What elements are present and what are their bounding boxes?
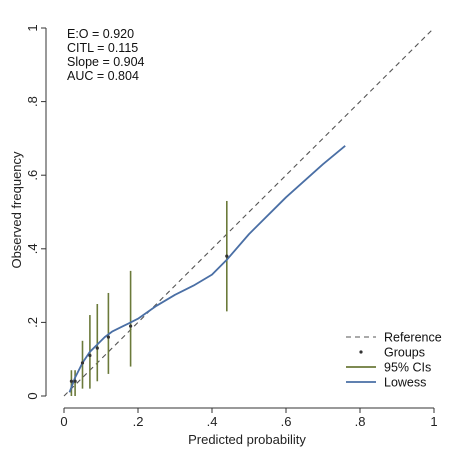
group-point-5 <box>106 335 110 339</box>
y-tick-label-2: .4 <box>25 243 40 254</box>
x-tick-label-3: .6 <box>281 414 292 429</box>
group-point-2 <box>80 361 85 365</box>
data-layer <box>63 27 435 397</box>
x-tick-label-2: .4 <box>207 414 218 429</box>
group-point-7 <box>225 254 229 258</box>
group-point-1 <box>73 379 77 383</box>
stat-line-2: Slope = 0.904 <box>67 55 145 69</box>
group-point-3 <box>88 353 92 358</box>
legend-label-2: 95% CIs <box>384 361 431 375</box>
stat-line-3: AUC = 0.804 <box>67 69 139 83</box>
y-tick-label-4: .8 <box>25 96 40 107</box>
axes-layer: 0 .2 .4 .6 .8 1 0 .2 .4 .6 .8 1 <box>25 24 438 429</box>
group-point-6 <box>129 324 133 328</box>
y-tick-label-3: .6 <box>25 170 40 181</box>
stat-line-0: E:O = 0.920 <box>67 27 134 41</box>
x-tick-label-1: .2 <box>133 414 144 429</box>
x-axis-title: Predicted probability <box>188 432 306 447</box>
x-tick-label-5: 1 <box>430 414 437 429</box>
group-point-0 <box>69 379 73 383</box>
y-tick-label-5: 1 <box>25 24 40 31</box>
legend-swatch-groups <box>359 350 363 354</box>
y-tick-label-0: 0 <box>25 392 40 399</box>
y-tick-label-1: .2 <box>25 317 40 328</box>
lowess-curve <box>68 145 346 393</box>
x-tick-label-0: 0 <box>60 414 67 429</box>
x-tick-label-4: .8 <box>355 414 366 429</box>
legend-label-3: Lowess <box>384 376 426 390</box>
y-axis-title: Observed frequency <box>9 151 24 269</box>
legend-label-1: Groups <box>384 346 425 360</box>
group-point-4 <box>95 346 99 350</box>
stat-line-1: CITL = 0.115 <box>67 41 138 55</box>
reference-line <box>63 27 435 397</box>
legend-label-0: Reference <box>384 331 442 345</box>
